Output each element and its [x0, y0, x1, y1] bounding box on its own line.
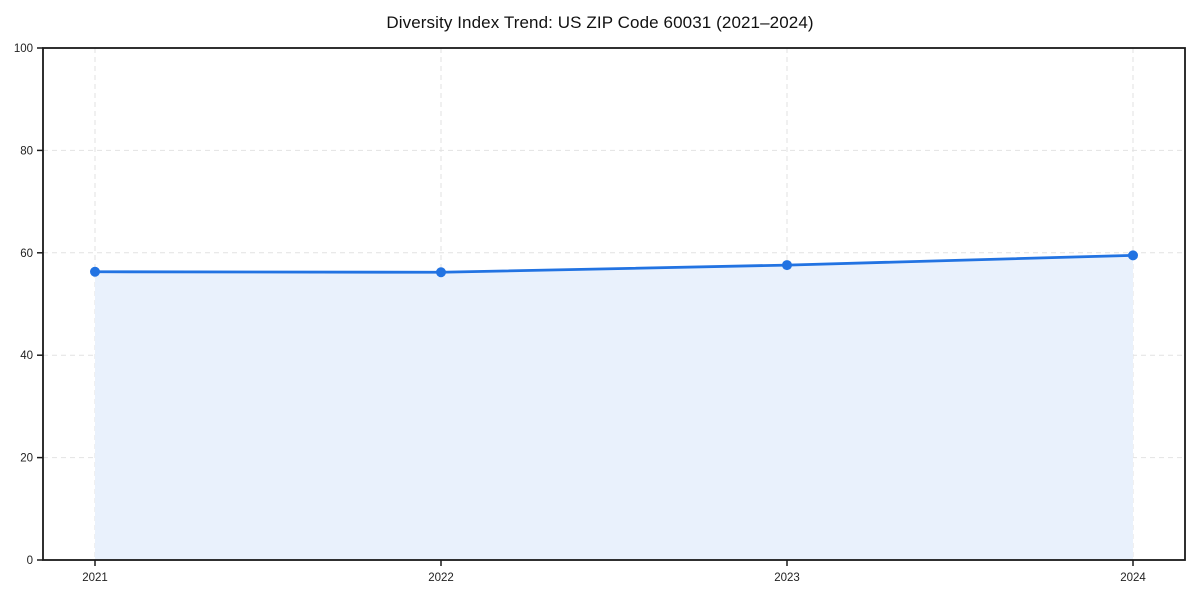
y-tick-label-80: 80: [20, 145, 33, 157]
x-tick-label-2023: 2023: [774, 572, 800, 584]
y-tick-label-40: 40: [20, 350, 33, 362]
x-tick-label-2021: 2021: [82, 572, 108, 584]
x-tick-label-2022: 2022: [428, 572, 454, 584]
y-tick-label-20: 20: [20, 453, 33, 465]
data-point-2024: [1128, 250, 1138, 261]
y-tick-label-60: 60: [20, 248, 33, 260]
chart-title: Diversity Index Trend: US ZIP Code 60031…: [386, 13, 814, 32]
x-tick-label-2024: 2024: [1120, 572, 1146, 584]
y-tick-label-0: 0: [27, 555, 33, 567]
plot-border: [42, 47, 1186, 561]
y-tick-label-100: 100: [14, 43, 33, 55]
data-point-2022: [436, 267, 446, 278]
data-point-2023: [782, 260, 792, 271]
data-line: [93, 253, 1135, 274]
area-fill: [95, 255, 1133, 561]
data-point-2021: [90, 266, 100, 277]
